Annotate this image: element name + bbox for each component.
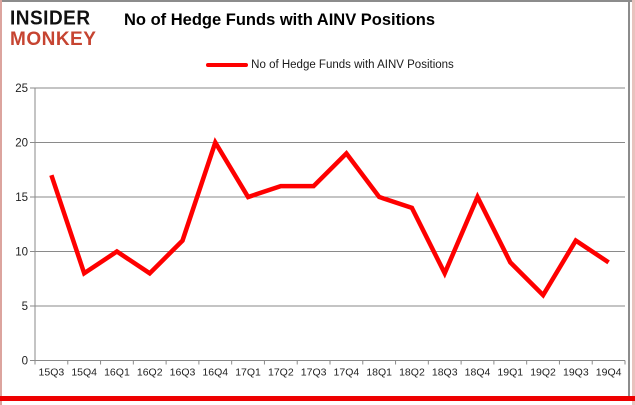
data-series-line	[49, 137, 610, 299]
frame-right-outer-border	[632, 0, 635, 405]
x-axis-label: 16Q2	[137, 367, 163, 379]
x-axis-label: 16Q3	[170, 367, 196, 379]
page-title: No of Hedge Funds with AINV Positions	[124, 11, 436, 29]
logo-word-insider: INSIDER	[10, 7, 91, 30]
x-axis-label: 15Q3	[39, 367, 65, 379]
legend-label: No of Hedge Funds with AINV Positions	[251, 59, 454, 71]
insider-monkey-logo: INSIDER MONKEY	[10, 7, 97, 50]
x-axis-label: 17Q1	[235, 367, 261, 379]
legend-line-swatch	[206, 63, 249, 67]
x-axis-label: 17Q2	[268, 367, 294, 379]
y-axis-label: 10	[15, 247, 28, 259]
y-axis-label: 5	[22, 301, 28, 313]
x-axis-label: 15Q4	[71, 367, 97, 379]
legend: No of Hedge Funds with AINV Positions	[35, 57, 625, 73]
frame-left-border	[0, 0, 2, 405]
x-axis-label: 19Q1	[497, 367, 523, 379]
x-axis-label: 18Q1	[366, 367, 392, 379]
x-axis-label: 18Q3	[432, 367, 458, 379]
x-axis-label: 17Q3	[301, 367, 327, 379]
x-axis-label: 19Q3	[563, 367, 589, 379]
y-axis-label: 20	[15, 138, 28, 150]
frame-right-border	[628, 0, 630, 396]
x-axis-label: 18Q2	[399, 367, 425, 379]
y-axis-label: 15	[15, 192, 28, 204]
x-axis-label: 19Q2	[530, 367, 556, 379]
x-axis-label: 19Q4	[596, 367, 622, 379]
y-axis-label: 0	[22, 356, 28, 368]
frame-bottom-red-bar	[0, 396, 635, 401]
x-axis-label: 17Q4	[334, 367, 360, 379]
x-axis-label: 16Q1	[104, 367, 130, 379]
x-axis-label: 16Q4	[202, 367, 228, 379]
y-axis-label: 25	[15, 83, 28, 95]
logo-word-monkey: MONKEY	[10, 29, 97, 50]
frame-top-border	[0, 0, 635, 2]
x-axis-label: 18Q4	[465, 367, 491, 379]
